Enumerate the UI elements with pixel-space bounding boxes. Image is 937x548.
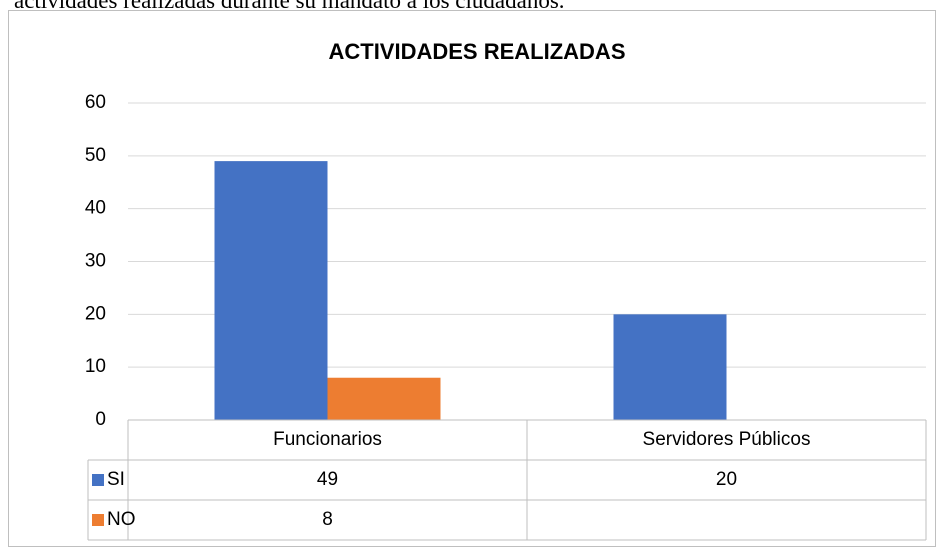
y-tick-label: 50 (85, 145, 106, 166)
legend-label: SI (107, 469, 125, 490)
chart-frame (8, 10, 936, 547)
chart-title: ACTIVIDADES REALIZADAS (328, 39, 625, 64)
y-tick-label: 40 (85, 198, 106, 219)
bar (327, 377, 441, 420)
legend-swatch (92, 474, 104, 486)
y-tick-label: 10 (85, 356, 106, 377)
y-tick-label: 60 (85, 92, 106, 113)
table-value: 49 (317, 469, 338, 490)
x-tick-label: Funcionarios (273, 429, 382, 450)
y-tick-label: 0 (95, 409, 106, 430)
legend-label: NO (107, 509, 136, 530)
table-value: 20 (716, 469, 737, 490)
legend-swatch (92, 514, 104, 526)
page-text: actividades realizadas durante su mandat… (14, 0, 565, 13)
bar (613, 314, 727, 420)
x-tick-label: Servidores Públicos (643, 429, 811, 450)
y-tick-label: 20 (85, 303, 106, 324)
y-tick-label: 30 (85, 251, 106, 272)
table-value: 8 (322, 509, 333, 530)
bar (214, 161, 328, 420)
